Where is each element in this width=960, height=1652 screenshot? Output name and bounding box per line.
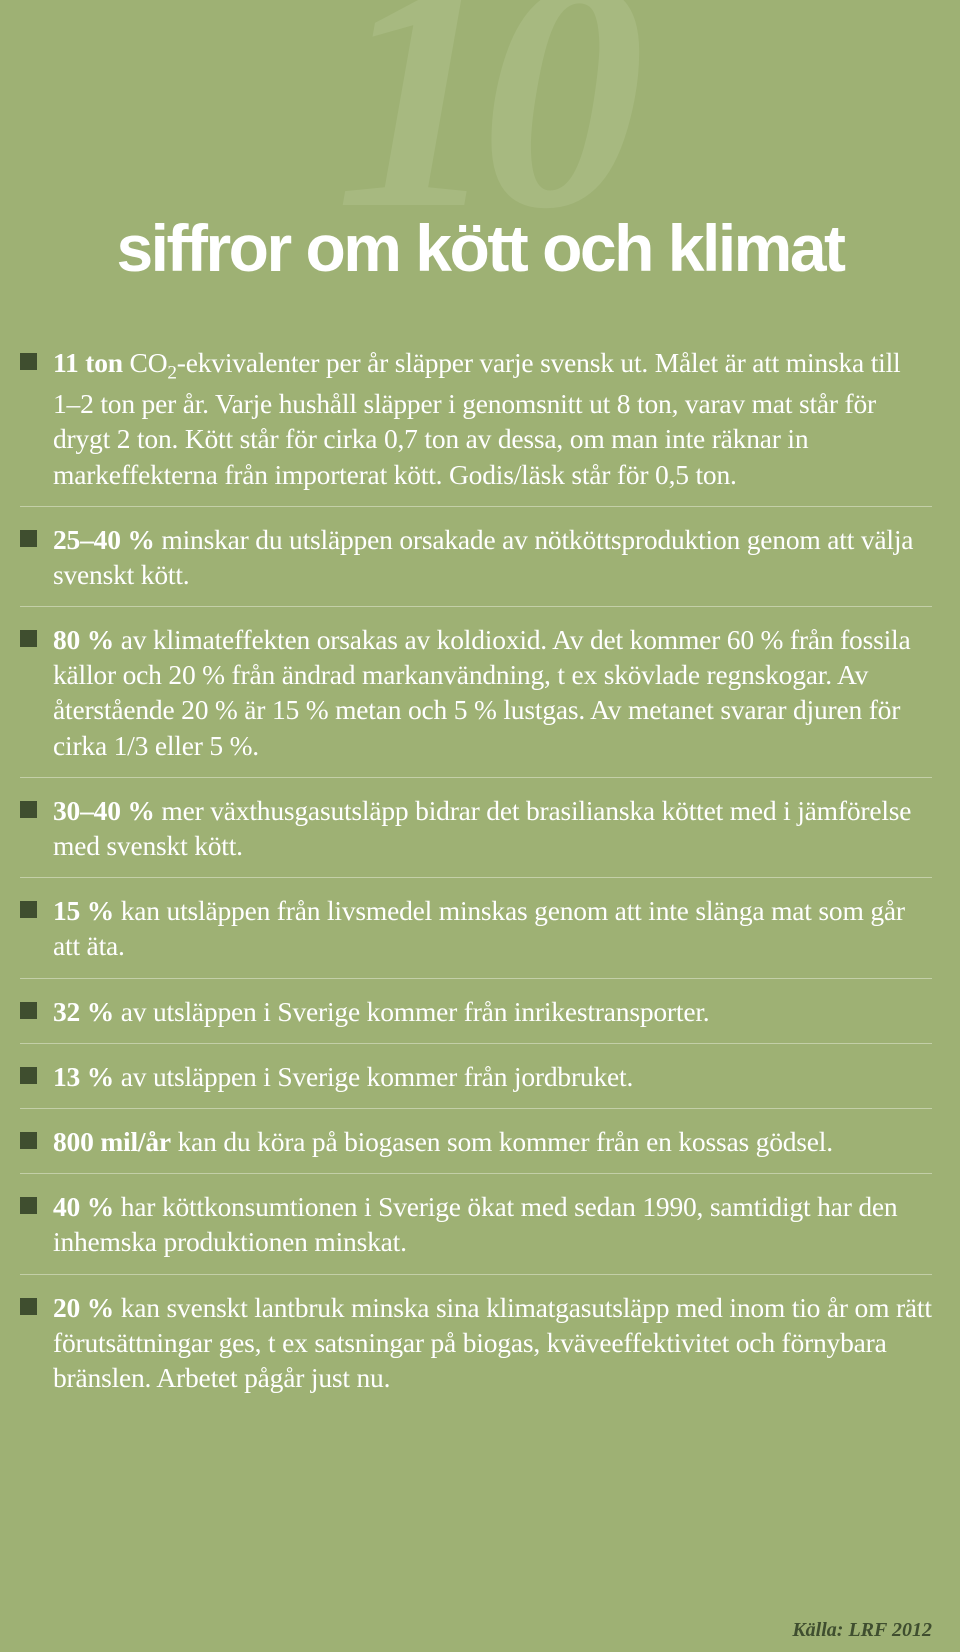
fact-text: 13 % av utsläppen i Sverige kommer från … bbox=[53, 1059, 633, 1094]
fact-item: 20 % kan svenskt lantbruk minska sina kl… bbox=[20, 1275, 932, 1410]
source-line: Källa: LRF 2012 bbox=[792, 1619, 932, 1642]
bullet-icon bbox=[20, 901, 37, 918]
fact-text: 25–40 % minskar du utsläppen orsakade av… bbox=[53, 522, 932, 592]
fact-item: 25–40 % minskar du utsläppen orsakade av… bbox=[20, 507, 932, 607]
fact-text: 40 % har köttkonsumtionen i Sverige ökat… bbox=[53, 1189, 932, 1259]
fact-text: 11 ton CO2-ekvivalenter per år släpper v… bbox=[53, 345, 932, 492]
fact-item: 11 ton CO2-ekvivalenter per år släpper v… bbox=[20, 330, 932, 507]
fact-item: 800 mil/år kan du köra på biogasen som k… bbox=[20, 1109, 932, 1174]
fact-text: 800 mil/år kan du köra på biogasen som k… bbox=[53, 1124, 833, 1159]
fact-item: 15 % kan utsläppen från livsmedel minska… bbox=[20, 878, 932, 978]
bullet-icon bbox=[20, 801, 37, 818]
bullet-icon bbox=[20, 1002, 37, 1019]
bullet-icon bbox=[20, 630, 37, 647]
fact-text: 32 % av utsläppen i Sverige kommer från … bbox=[53, 994, 709, 1029]
fact-item: 30–40 % mer växthusgasutsläpp bidrar det… bbox=[20, 778, 932, 878]
bullet-icon bbox=[20, 353, 37, 370]
fact-list: 11 ton CO2-ekvivalenter per år släpper v… bbox=[20, 330, 932, 1409]
fact-text: 15 % kan utsläppen från livsmedel minska… bbox=[53, 893, 932, 963]
bullet-icon bbox=[20, 1132, 37, 1149]
bullet-icon bbox=[20, 530, 37, 547]
fact-text: 20 % kan svenskt lantbruk minska sina kl… bbox=[53, 1290, 932, 1396]
fact-item: 13 % av utsläppen i Sverige kommer från … bbox=[20, 1044, 932, 1109]
fact-item: 32 % av utsläppen i Sverige kommer från … bbox=[20, 979, 932, 1044]
fact-text: 80 % av klimateffekten orsakas av koldio… bbox=[53, 622, 932, 763]
fact-item: 80 % av klimateffekten orsakas av koldio… bbox=[20, 607, 932, 778]
fact-item: 40 % har köttkonsumtionen i Sverige ökat… bbox=[20, 1174, 932, 1274]
bullet-icon bbox=[20, 1298, 37, 1315]
bullet-icon bbox=[20, 1197, 37, 1214]
bullet-icon bbox=[20, 1067, 37, 1084]
fact-text: 30–40 % mer växthusgasutsläpp bidrar det… bbox=[53, 793, 932, 863]
page-title: siffror om kött och klimat bbox=[0, 210, 960, 286]
